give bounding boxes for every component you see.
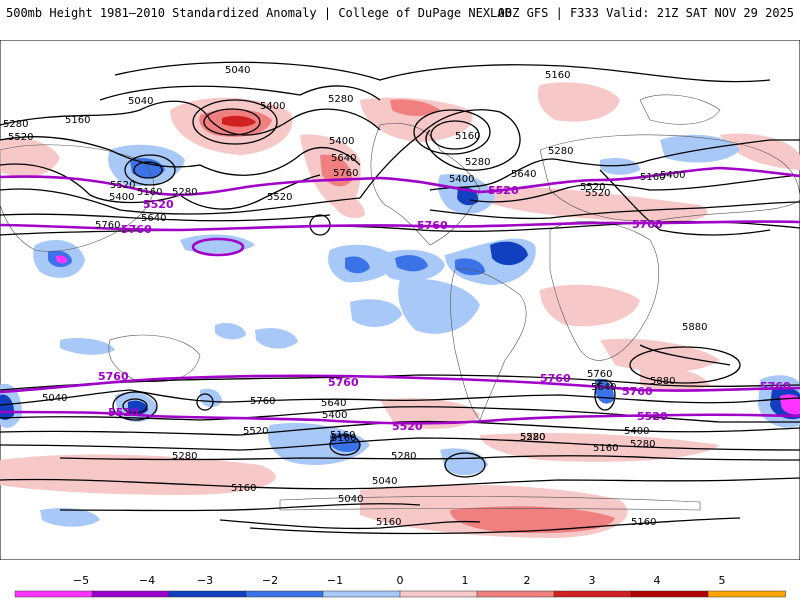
contour-label: 5760 <box>250 396 275 407</box>
contour-label: 5160 <box>376 517 401 528</box>
contour-label: 5520 <box>243 426 268 437</box>
colorbar-tick: −2 <box>262 574 278 587</box>
reference-label: 5760 <box>760 380 791 393</box>
reference-label: 5760 <box>622 385 653 398</box>
colorbar-swatch <box>399 590 478 598</box>
contour-label: 5160 <box>231 483 256 494</box>
colorbar-ticks: −5 −4 −3 −2 −1 0 1 2 3 4 5 <box>73 574 726 587</box>
contour-label: 5040 <box>225 65 250 76</box>
contour-label: 5280 <box>548 146 573 157</box>
contour-label: 5400 <box>322 410 347 421</box>
contour-label: 5640 <box>141 213 166 224</box>
colorbar-swatch <box>630 590 709 598</box>
colorbar-tick: −4 <box>139 574 155 587</box>
reference-label: 5760 <box>328 376 359 389</box>
contour-label: 5400 <box>329 136 354 147</box>
contour-label: 5880 <box>682 322 707 333</box>
contour-label: 5520 <box>267 192 292 203</box>
reference-label: 5760 <box>121 223 152 236</box>
contour-label: 5520 <box>110 180 135 191</box>
contour-label: 5520 <box>580 182 605 193</box>
anomaly-colorbar: −5 −4 −3 −2 −1 0 1 2 3 4 5 <box>14 574 786 598</box>
reference-label: 5520 <box>108 406 139 419</box>
contour-label: 5280 <box>630 439 655 450</box>
model-run-info: 00Z GFS | F333 Valid: 21Z SAT NOV 29 202… <box>497 6 794 20</box>
colorbar-swatch <box>707 590 786 598</box>
contour-label: 5280 <box>520 432 545 443</box>
anomaly-shading <box>0 82 800 538</box>
colorbar-swatch <box>476 590 555 598</box>
contour-label: 5640 <box>321 398 346 409</box>
colorbar-tick: −5 <box>73 574 89 587</box>
contour-label: 5160 <box>65 115 90 126</box>
contour-label: 5280 <box>172 187 197 198</box>
reference-label: 5760 <box>632 218 663 231</box>
reference-label: 5760 <box>98 370 129 383</box>
colorbar-tick: −1 <box>327 574 343 587</box>
contour-label: 5280 <box>465 157 490 168</box>
colorbar-tick: 2 <box>524 574 531 587</box>
reference-label: 5760 <box>540 372 571 385</box>
contour-labels: 5040 5160 5040 5160 5280 5280 5400 5400 … <box>3 65 707 528</box>
contour-label: 5880 <box>650 376 675 387</box>
contour-label: 5160 <box>631 517 656 528</box>
colorbar-tick: 0 <box>397 574 404 587</box>
contour-label: 5520 <box>520 432 545 443</box>
colorbar-swatch <box>14 590 93 598</box>
reference-contours <box>0 166 800 425</box>
contour-label: 5280 <box>3 119 28 130</box>
contour-label: 5280 <box>328 94 353 105</box>
contour-label: 5040 <box>372 476 397 487</box>
colorbar-tick: 1 <box>462 574 469 587</box>
contour-label: 5400 <box>449 174 474 185</box>
contour-label: 5400 <box>624 426 649 437</box>
contour-label: 5040 <box>128 96 153 107</box>
reference-contour-labels: 5520 5520 5760 5760 5760 5760 5760 5760 … <box>98 184 791 433</box>
contour-label: 5640 <box>591 382 616 393</box>
contour-label: 5160 <box>330 430 355 441</box>
contour-label: 5160 <box>640 172 665 183</box>
contour-label: 5400 <box>260 101 285 112</box>
contour-label: 5160 <box>331 433 356 444</box>
colorbar-swatches <box>14 590 786 598</box>
contour-label: 5040 <box>338 494 363 505</box>
contour-label: 5760 <box>587 369 612 380</box>
contour-label: 5760 <box>333 168 358 179</box>
contour-label: 5520 <box>8 132 33 143</box>
reference-label: 5760 <box>417 219 448 232</box>
contour-label: 5280 <box>391 451 416 462</box>
colorbar-tick: 4 <box>654 574 661 587</box>
colorbar-swatch <box>245 590 324 598</box>
colorbar-tick: 5 <box>719 574 726 587</box>
anomaly-map: 5040 5160 5040 5160 5280 5280 5400 5400 … <box>0 40 800 560</box>
contour-label: 5760 <box>95 220 120 231</box>
contour-label: 5280 <box>172 451 197 462</box>
contour-label: 5400 <box>109 192 134 203</box>
colorbar-tick: −3 <box>197 574 213 587</box>
colorbar-tick: 3 <box>589 574 596 587</box>
reference-label: 5520 <box>637 410 668 423</box>
contour-label: 5160 <box>593 443 618 454</box>
colorbar-swatch <box>322 590 401 598</box>
contour-label: 5160 <box>455 131 480 142</box>
colorbar-swatch <box>553 590 632 598</box>
contour-label: 5040 <box>42 393 67 404</box>
reference-label: 5520 <box>143 198 174 211</box>
contour-label: 5520 <box>585 188 610 199</box>
colorbar-swatch <box>91 590 170 598</box>
reference-label: 5520 <box>392 420 423 433</box>
contour-label: 5160 <box>545 70 570 81</box>
colorbar-swatch <box>168 590 247 598</box>
reference-label: 5520 <box>488 184 519 197</box>
contour-label: 5640 <box>331 153 356 164</box>
map-title: 500mb Height 1981–2010 Standardized Anom… <box>6 6 512 20</box>
contour-label: 5400 <box>660 170 685 181</box>
contour-label: 5160 <box>137 187 162 198</box>
contour-label: 5640 <box>511 169 536 180</box>
